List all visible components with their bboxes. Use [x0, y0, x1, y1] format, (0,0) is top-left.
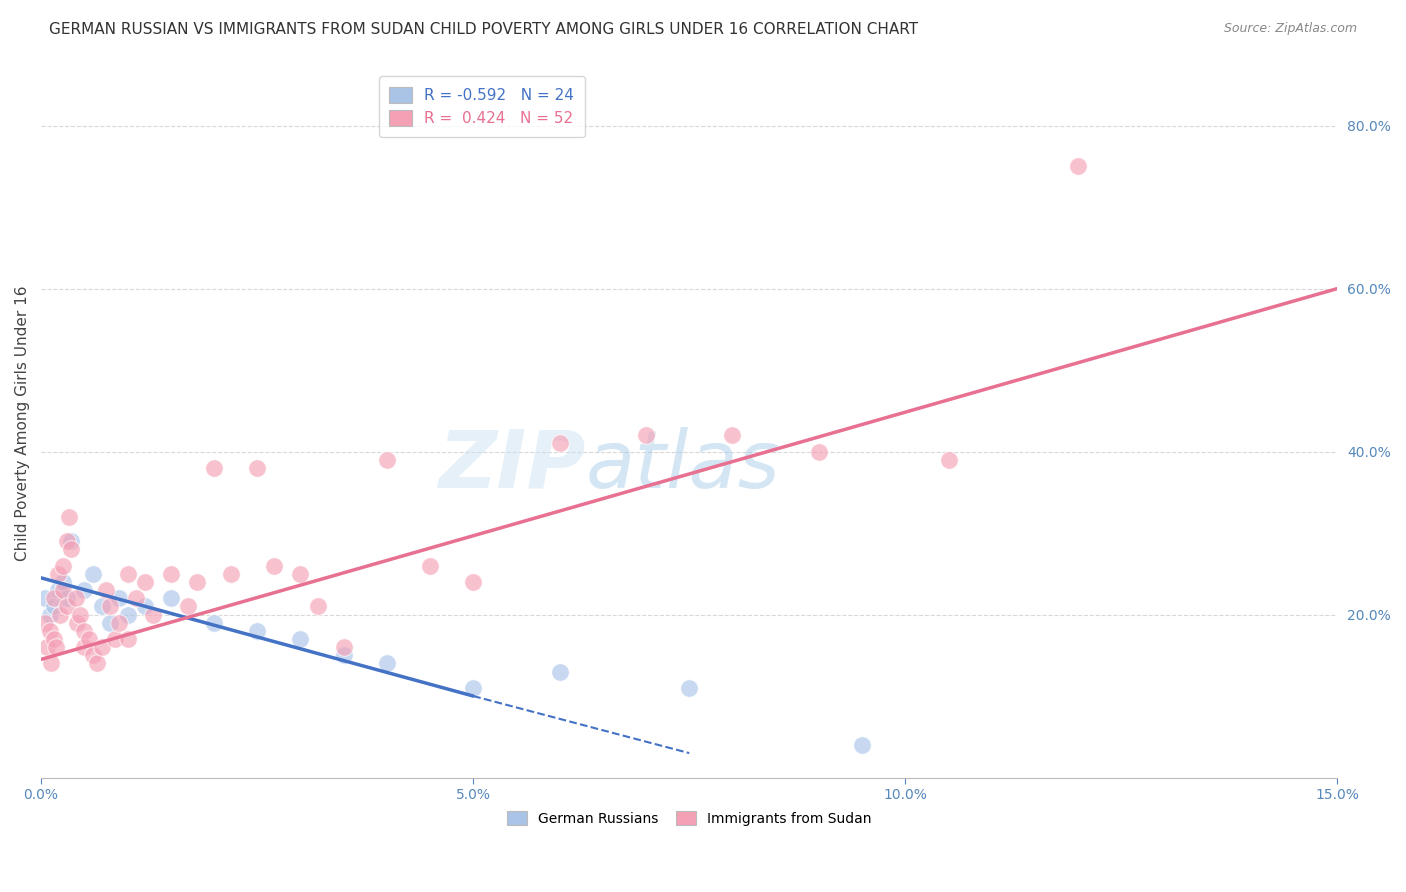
Point [548, 665, 571, 679]
Point [42, 591, 65, 606]
Y-axis label: Child Poverty Among Girls Under 16: Child Poverty Among Girls Under 16 [15, 285, 30, 561]
Point [177, 599, 200, 614]
Point [103, 632, 125, 646]
Point [41, 657, 63, 671]
Point [117, 566, 139, 581]
Point [48, 583, 70, 598]
Text: ZIP: ZIP [439, 426, 585, 505]
Point [52, 574, 75, 589]
Point [38, 607, 60, 622]
Text: atlas: atlas [585, 426, 780, 505]
Point [246, 624, 269, 638]
Point [56, 534, 79, 549]
Point [332, 648, 354, 663]
Point [134, 574, 156, 589]
Point [721, 428, 744, 442]
Point [463, 574, 485, 589]
Point [94, 583, 117, 598]
Point [202, 615, 225, 630]
Point [202, 460, 225, 475]
Point [65, 591, 87, 606]
Point [548, 436, 571, 450]
Point [419, 558, 441, 573]
Point [117, 607, 139, 622]
Point [117, 632, 139, 646]
Point [48, 566, 70, 581]
Point [125, 591, 148, 606]
Point [290, 632, 312, 646]
Point [108, 615, 131, 630]
Point [851, 738, 873, 752]
Point [82, 566, 104, 581]
Point [34, 591, 56, 606]
Point [290, 566, 312, 581]
Point [375, 452, 398, 467]
Point [159, 591, 181, 606]
Point [634, 428, 657, 442]
Point [86, 657, 108, 671]
Point [82, 648, 104, 663]
Point [77, 632, 100, 646]
Text: Source: ZipAtlas.com: Source: ZipAtlas.com [1223, 22, 1357, 36]
Point [38, 624, 60, 638]
Point [108, 591, 131, 606]
Point [45, 640, 67, 654]
Point [90, 640, 112, 654]
Point [159, 566, 181, 581]
Text: GERMAN RUSSIAN VS IMMIGRANTS FROM SUDAN CHILD POVERTY AMONG GIRLS UNDER 16 CORRE: GERMAN RUSSIAN VS IMMIGRANTS FROM SUDAN … [49, 22, 918, 37]
Point [98, 615, 121, 630]
Point [42, 599, 65, 614]
Point [263, 558, 285, 573]
Point [142, 607, 165, 622]
Point [34, 615, 56, 630]
Point [69, 607, 91, 622]
Point [332, 640, 354, 654]
Point [60, 542, 83, 557]
Point [807, 444, 830, 458]
Point [52, 558, 75, 573]
Point [56, 599, 79, 614]
Point [90, 599, 112, 614]
Point [58, 509, 80, 524]
Point [73, 583, 96, 598]
Legend: German Russians, Immigrants from Sudan: German Russians, Immigrants from Sudan [498, 803, 880, 834]
Point [134, 599, 156, 614]
Point [678, 681, 700, 695]
Point [42, 632, 65, 646]
Point [60, 534, 83, 549]
Point [219, 566, 242, 581]
Point [938, 452, 960, 467]
Point [37, 640, 59, 654]
Point [49, 607, 72, 622]
Point [375, 657, 398, 671]
Point [463, 681, 485, 695]
Point [307, 599, 329, 614]
Point [56, 591, 79, 606]
Point [52, 583, 75, 598]
Point [98, 599, 121, 614]
Point [246, 460, 269, 475]
Point [1067, 159, 1090, 173]
Point [66, 615, 89, 630]
Point [73, 640, 96, 654]
Point [186, 574, 208, 589]
Point [73, 624, 96, 638]
